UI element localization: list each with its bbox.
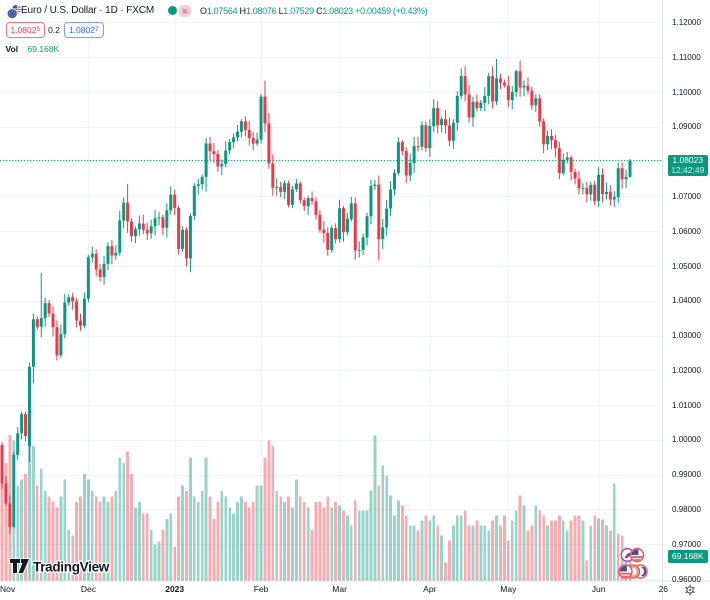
svg-text:TradingView: TradingView [33,560,110,575]
